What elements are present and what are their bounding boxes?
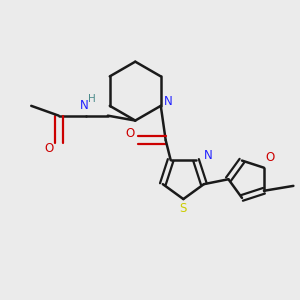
Text: S: S: [180, 202, 187, 215]
Text: O: O: [44, 142, 53, 154]
Text: N: N: [164, 95, 173, 108]
Text: O: O: [265, 152, 274, 164]
Text: H: H: [88, 94, 96, 104]
Text: N: N: [80, 99, 88, 112]
Text: O: O: [126, 127, 135, 140]
Text: N: N: [203, 148, 212, 162]
